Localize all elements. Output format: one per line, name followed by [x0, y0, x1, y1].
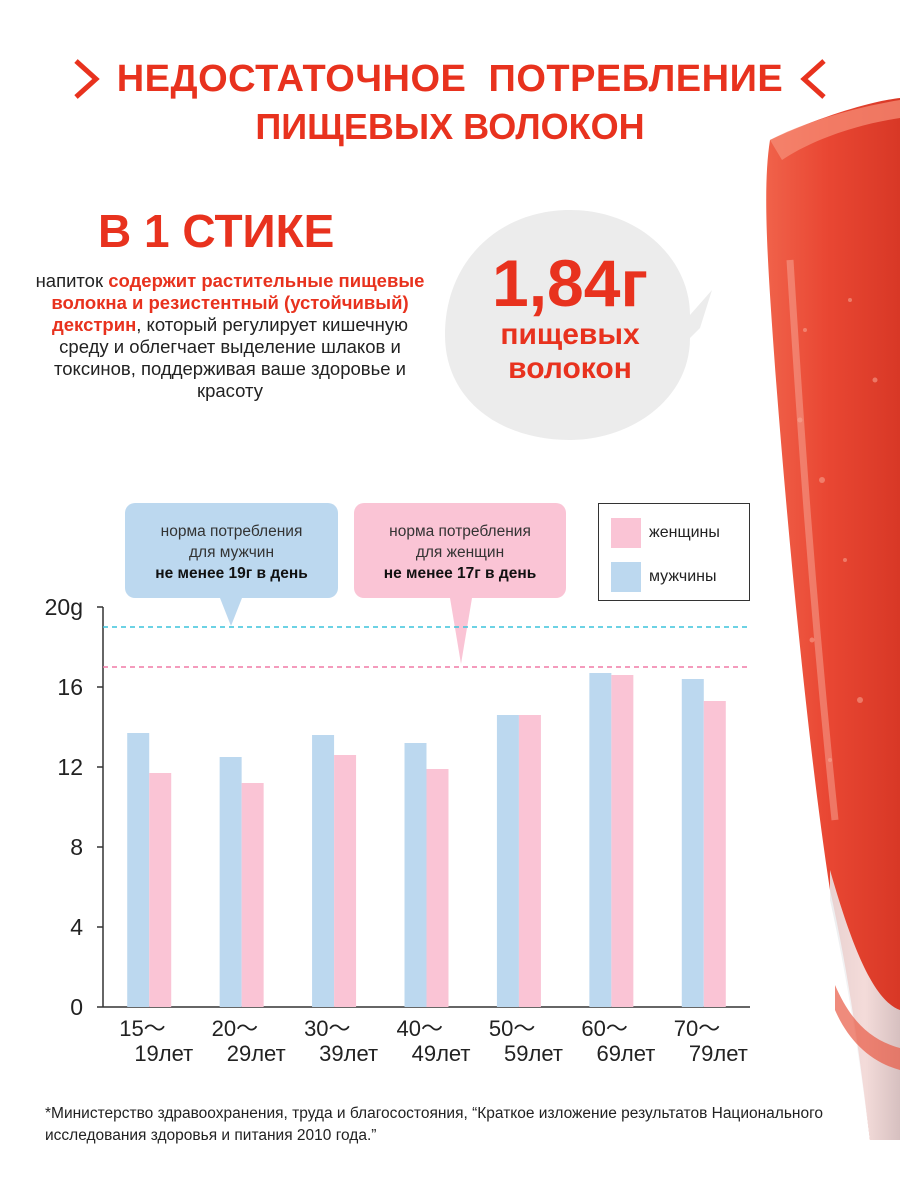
stick-heading: В 1 СТИКЕ: [98, 205, 335, 257]
legend-swatch-men: [611, 562, 641, 592]
men-norm-line2: для мужчин: [188, 544, 275, 561]
title-chevron-left-icon: [74, 59, 100, 99]
men-norm-line3: не менее 19г в день: [155, 565, 308, 582]
fiber-amount: 1,84г: [492, 246, 648, 320]
description-text-end: , который регулирует кишечную среду и об…: [53, 314, 408, 401]
men-norm-line1: норма потребления: [160, 523, 303, 540]
page-title-line1: НЕДОСТАТОЧНОЕ ПОТРЕБЛЕНИЕ: [116, 58, 784, 100]
legend-swatch-women: [611, 518, 641, 548]
chart-legend: женщины мужчины: [598, 503, 750, 601]
men-norm-callout: норма потребления для мужчин не менее 19…: [125, 503, 338, 598]
women-norm-line1: норма потребления: [389, 523, 531, 540]
page-title-line2: ПИЩЕВЫХ ВОЛОКОН: [255, 106, 645, 147]
fiber-label: пищевых волокон: [445, 318, 695, 386]
description-text-start: напиток: [35, 270, 109, 291]
product-description: напиток содержит растительные пищевые во…: [30, 270, 430, 402]
legend-label-women: женщины: [649, 524, 720, 541]
title-chevron-right-icon: [800, 59, 826, 99]
women-norm-line2: для женщин: [415, 544, 505, 561]
legend-label-men: мужчины: [649, 568, 717, 585]
women-norm-callout: норма потребления для женщин не менее 17…: [354, 503, 566, 598]
women-norm-line3: не менее 17г в день: [383, 565, 537, 582]
fiber-label-line1: пищевых: [500, 318, 640, 351]
fiber-label-line2: волокон: [508, 352, 632, 385]
description-highlight: содержит растительные пищевые волокна и …: [51, 270, 425, 335]
source-footnote: *Министерство здравоохранения, труда и б…: [45, 1105, 824, 1144]
